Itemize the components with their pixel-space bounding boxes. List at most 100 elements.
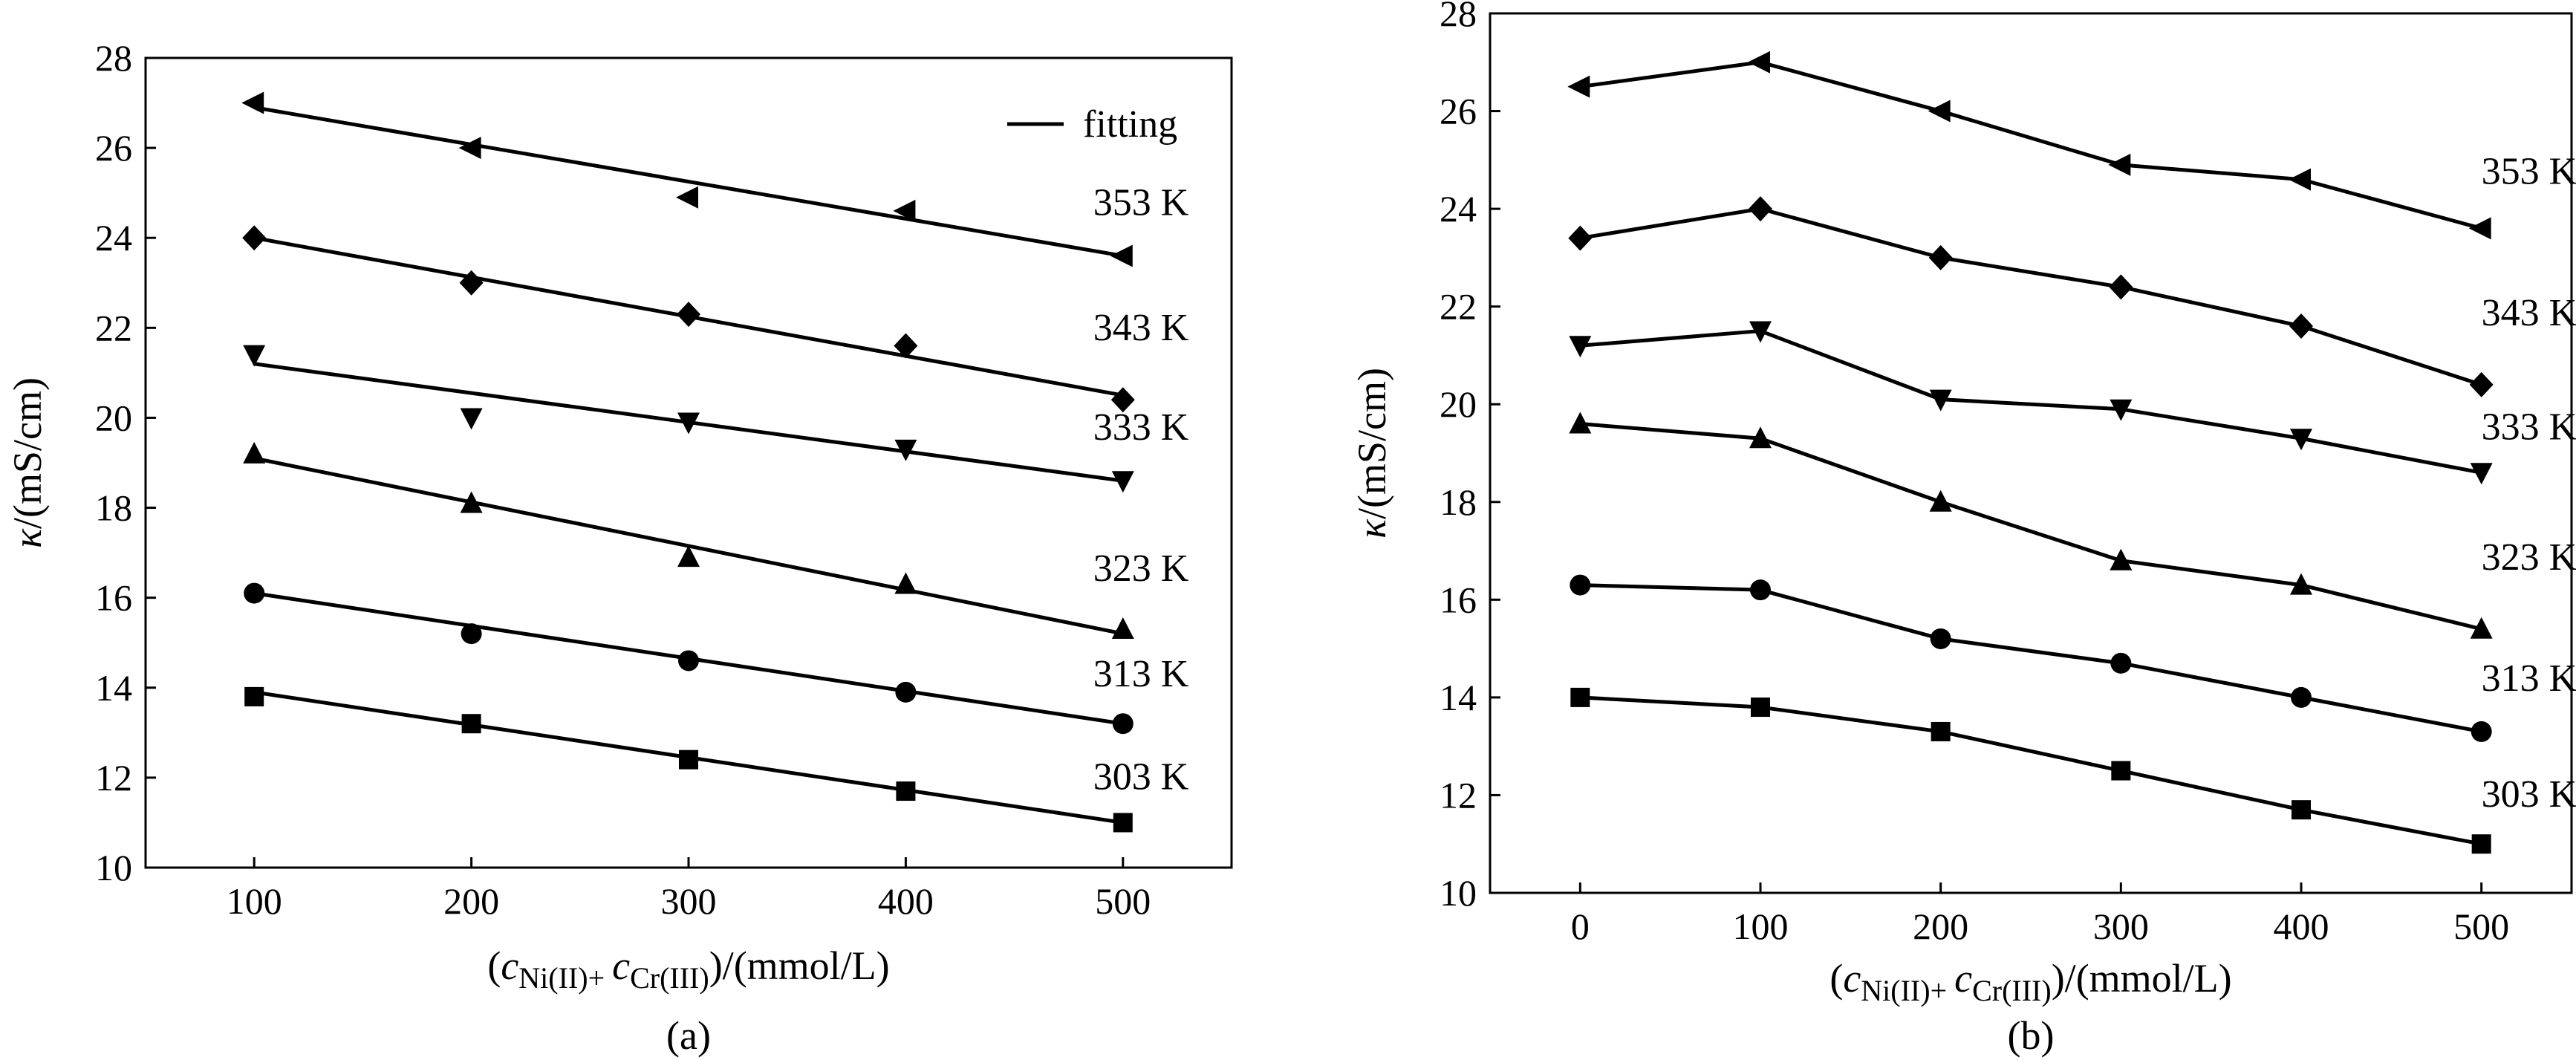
data-point-323-k-300	[677, 545, 700, 568]
x-tick-label-100: 100	[227, 880, 282, 922]
series-line-323-k	[1580, 422, 2482, 631]
y-tick-label-24: 24	[95, 217, 132, 259]
data-point-303-k-300	[2111, 761, 2131, 781]
data-point-343-k-500	[1110, 387, 1135, 413]
y-tick-label-10: 10	[95, 847, 132, 888]
series-313-k	[1570, 574, 2492, 742]
data-point-353-k-300	[676, 186, 698, 209]
y-tick-label-18: 18	[1440, 481, 1477, 523]
x-tick-label-0: 0	[1571, 905, 1590, 947]
y-tick-label-20: 20	[1440, 383, 1477, 425]
series-label-313-k: 313 K	[2482, 657, 2576, 700]
x-axis-title-prefix: (	[1829, 956, 1843, 1001]
y-tick-label-18: 18	[95, 487, 132, 529]
y-tick-label-26: 26	[95, 127, 132, 169]
series-line-353-k	[1579, 60, 2482, 230]
data-point-303-k-400	[2292, 800, 2311, 820]
x-axis-title-sub2: Cr(III)	[1972, 974, 2052, 1007]
series-343-k	[242, 225, 1135, 413]
y-axis-title-unit: /(mS/cm)	[1350, 368, 1394, 519]
data-point-303-k-100	[1751, 698, 1770, 718]
series-303-k	[1570, 687, 2491, 854]
series-label-313-k: 313 K	[1093, 653, 1189, 695]
y-tick-label-16: 16	[1440, 579, 1477, 620]
series-303-k	[244, 686, 1133, 833]
data-point-303-k-500	[1113, 813, 1133, 833]
panel-label: (b)	[2008, 1013, 2055, 1058]
data-point-353-k-400	[2289, 168, 2311, 191]
series-label-333-k: 333 K	[1093, 406, 1189, 449]
data-point-323-k-100	[243, 441, 266, 464]
x-tick-label-300: 300	[661, 880, 717, 922]
data-point-303-k-300	[679, 750, 698, 770]
y-axis-title-kappa: κ	[5, 528, 50, 548]
y-axis-title: κ/(mS/cm)	[1350, 368, 1394, 539]
y-tick-label-14: 14	[1440, 677, 1477, 718]
y-tick-label-12: 12	[95, 757, 132, 799]
data-point-313-k-500	[1112, 713, 1133, 735]
data-point-323-k-400	[2290, 573, 2312, 595]
data-point-313-k-200	[1930, 628, 1951, 649]
data-point-313-k-100	[244, 582, 265, 604]
y-tick-label-22: 22	[95, 307, 132, 348]
data-point-333-k-300	[677, 412, 700, 435]
x-axis-title-c1: c	[501, 943, 518, 988]
series-label-333-k: 333 K	[2482, 406, 2576, 448]
legend-label: fitting	[1083, 103, 1177, 146]
data-point-353-k-100	[1748, 51, 1770, 74]
y-tick-label-14: 14	[95, 667, 132, 709]
data-point-333-k-500	[2470, 463, 2493, 485]
data-point-343-k-400	[894, 333, 918, 359]
y-tick-label-10: 10	[1440, 872, 1477, 914]
data-point-353-k-500	[2468, 217, 2491, 240]
x-tick-label-500: 500	[1095, 880, 1151, 922]
data-point-303-k-100	[244, 686, 264, 706]
series-313-k	[244, 582, 1133, 735]
data-point-323-k-500	[1111, 617, 1134, 640]
plot-frame	[1489, 12, 2573, 894]
x-tick-label-200: 200	[1913, 905, 1968, 947]
data-point-313-k-200	[461, 623, 482, 645]
x-axis-title-suffix: )/(mmol/L)	[2052, 956, 2232, 1001]
x-axis-title: (cNi(II)+ cCr(III))/(mmol/L)	[1829, 956, 2231, 1007]
y-tick-label-22: 22	[1440, 286, 1477, 328]
data-point-343-k-500	[2469, 371, 2494, 397]
data-point-323-k-400	[894, 572, 917, 594]
x-axis-title-c1: c	[1843, 956, 1861, 1001]
x-axis-title-prefix: (	[487, 943, 501, 988]
y-tick-label-28: 28	[1440, 0, 1477, 34]
data-point-343-k-200	[1928, 244, 1953, 270]
data-point-333-k-400	[894, 439, 917, 461]
series-line-333-k	[1580, 329, 2482, 475]
y-tick-label-20: 20	[95, 397, 132, 438]
series-323-k	[1569, 412, 2493, 639]
series-323-k	[243, 441, 1134, 640]
data-point-343-k-400	[2289, 313, 2313, 339]
data-point-343-k-300	[2109, 274, 2133, 300]
data-point-323-k-300	[2110, 548, 2133, 570]
data-point-323-k-500	[2470, 617, 2493, 639]
data-point-333-k-100	[1749, 321, 1772, 343]
data-point-343-k-200	[459, 270, 484, 296]
data-point-353-k-400	[893, 199, 916, 222]
series-353-k	[1567, 51, 2491, 240]
x-axis-title-sub1: Ni(II)+	[1861, 974, 1947, 1007]
data-point-313-k-300	[678, 650, 699, 672]
y-tick-label-28: 28	[95, 37, 132, 79]
data-point-353-k-500	[1110, 244, 1133, 267]
data-point-323-k-0	[1569, 412, 1592, 434]
data-point-333-k-200	[1929, 389, 1952, 412]
x-axis-title-c2: c	[1954, 956, 1972, 1001]
series-label-343-k: 343 K	[2482, 292, 2576, 334]
data-point-333-k-400	[2290, 429, 2312, 451]
x-axis-title-suffix: )/(mmol/L)	[709, 943, 890, 988]
x-tick-label-100: 100	[1733, 905, 1789, 947]
data-point-333-k-300	[2110, 399, 2133, 421]
y-tick-label-26: 26	[1440, 91, 1477, 132]
y-axis-title-kappa: κ	[1350, 518, 1394, 539]
x-tick-label-500: 500	[2453, 905, 2509, 947]
series-line-313-k	[1580, 583, 2482, 734]
x-tick-label-400: 400	[2274, 905, 2329, 947]
chart-panel-b: 10 12 14 16 18 20 22 24 26 28 0 100 200 300 400 500 353 …	[1350, 0, 2576, 1058]
